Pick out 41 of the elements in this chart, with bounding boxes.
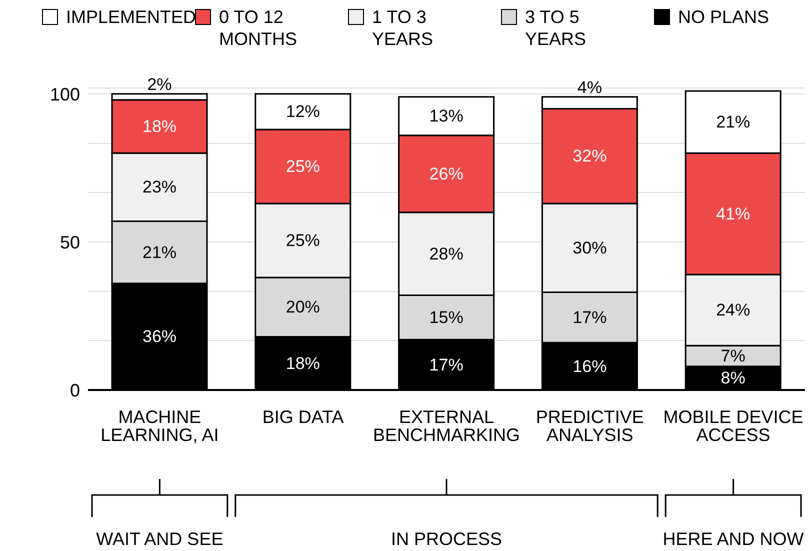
- data-label: 17%: [429, 355, 464, 374]
- text: WAIT AND SEE: [96, 529, 224, 549]
- data-label: 16%: [572, 356, 607, 376]
- data-label: 41%: [716, 204, 750, 224]
- y-tick-label: 0: [70, 380, 80, 400]
- legend-label: 1 TO 3 YEARS: [372, 6, 434, 50]
- data-label: 24%: [716, 300, 750, 320]
- text: IN PROCESS: [390, 529, 502, 549]
- data-label: 17%: [572, 308, 607, 327]
- legend-label: 3 TO 5 YEARS: [524, 6, 588, 50]
- x-tick-label: EXTERNAL BENCHMARKING: [372, 406, 520, 445]
- data-label: 7%: [720, 346, 746, 366]
- y-tick-label: 50: [60, 232, 80, 252]
- legend-label: 0 TO 12 MONTHS: [218, 6, 298, 50]
- data-label: 4%: [577, 78, 602, 97]
- x-tick-label: PREDICTIVE ANALYSIS: [536, 406, 644, 445]
- legend-label: IMPLEMENTED: [66, 6, 196, 28]
- data-label: 30%: [572, 238, 607, 258]
- x-tick-label: MACHINE LEARNING, AI: [100, 406, 219, 445]
- x-tick-label: BIG DATA: [262, 406, 344, 427]
- data-label: 23%: [142, 178, 177, 197]
- data-label: 15%: [429, 308, 464, 327]
- legend-label: NO PLANS: [678, 6, 770, 28]
- data-label: 21%: [716, 112, 750, 132]
- data-label: 26%: [429, 164, 464, 184]
- data-label: 2%: [147, 74, 172, 94]
- x-tick-label: MOBILE DEVICE ACCESS: [663, 406, 804, 445]
- data-label: 20%: [286, 298, 320, 317]
- data-label: 21%: [142, 242, 177, 262]
- y-tick-label: 100: [50, 84, 80, 104]
- data-label: 8%: [720, 368, 746, 388]
- data-label: 13%: [429, 106, 464, 126]
- data-label: 12%: [286, 102, 320, 122]
- data-label: 36%: [142, 327, 177, 346]
- data-label: 25%: [286, 230, 320, 250]
- data-label: 32%: [572, 146, 607, 166]
- text: HERE AND NOW: [662, 529, 804, 549]
- data-label: 18%: [142, 116, 177, 136]
- data-label: 28%: [429, 244, 464, 264]
- data-label: 18%: [286, 354, 320, 373]
- data-label: 25%: [286, 156, 320, 176]
